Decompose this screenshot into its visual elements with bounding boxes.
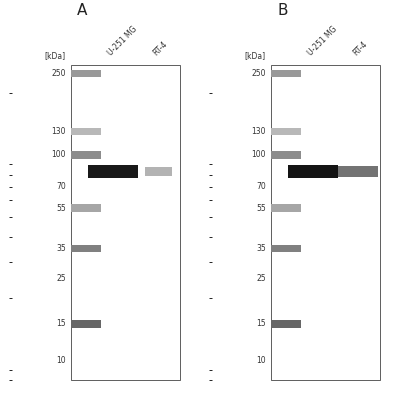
- Bar: [271, 70, 301, 77]
- Text: 15: 15: [256, 320, 266, 328]
- Bar: [288, 165, 338, 178]
- Text: 55: 55: [256, 204, 266, 213]
- Bar: [271, 128, 301, 135]
- Text: 15: 15: [56, 320, 66, 328]
- Text: RT-4: RT-4: [152, 40, 170, 58]
- Bar: [88, 165, 138, 178]
- Bar: [271, 65, 380, 380]
- Text: B: B: [277, 3, 288, 18]
- Text: [kDa]: [kDa]: [245, 51, 266, 60]
- Bar: [271, 320, 301, 328]
- Text: 10: 10: [56, 356, 66, 365]
- Text: U-251 MG: U-251 MG: [106, 25, 139, 58]
- Text: [kDa]: [kDa]: [45, 51, 66, 60]
- Bar: [71, 151, 101, 158]
- Text: 25: 25: [56, 274, 66, 283]
- Bar: [71, 204, 101, 212]
- Bar: [71, 320, 101, 328]
- Text: 35: 35: [56, 244, 66, 253]
- Text: 25: 25: [256, 274, 266, 283]
- Bar: [271, 245, 301, 252]
- Bar: [71, 245, 101, 252]
- Text: 250: 250: [251, 69, 266, 78]
- Text: A: A: [77, 3, 88, 18]
- Text: 35: 35: [256, 244, 266, 253]
- Bar: [145, 167, 172, 176]
- Bar: [71, 65, 180, 380]
- Text: U-251 MG: U-251 MG: [306, 25, 339, 58]
- Text: 130: 130: [251, 127, 266, 136]
- Text: 130: 130: [51, 127, 66, 136]
- Text: 55: 55: [56, 204, 66, 213]
- Text: 100: 100: [251, 150, 266, 159]
- Bar: [338, 166, 378, 177]
- Text: RT-4: RT-4: [352, 40, 370, 58]
- Text: 70: 70: [56, 182, 66, 191]
- Text: 250: 250: [51, 69, 66, 78]
- Bar: [71, 128, 101, 135]
- Text: 70: 70: [256, 182, 266, 191]
- Bar: [271, 151, 301, 158]
- Text: 100: 100: [51, 150, 66, 159]
- Bar: [71, 70, 101, 77]
- Text: 10: 10: [256, 356, 266, 365]
- Bar: [271, 204, 301, 212]
